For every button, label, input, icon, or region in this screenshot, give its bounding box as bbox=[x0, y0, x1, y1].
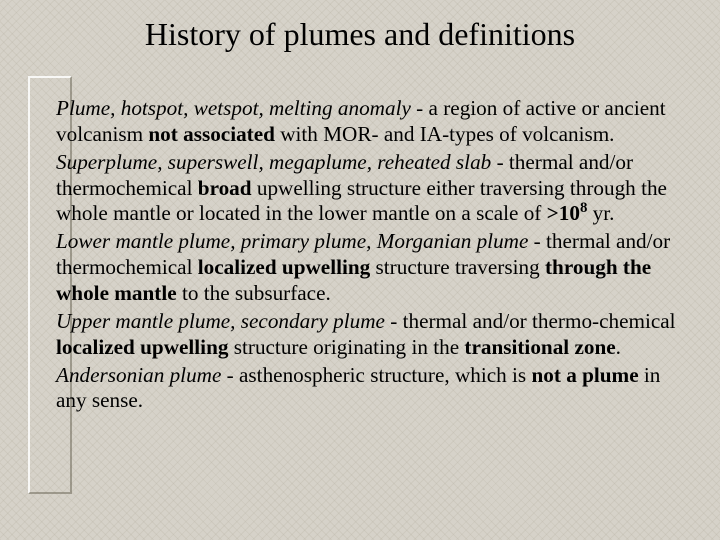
slide: History of plumes and definitions Plume,… bbox=[0, 0, 720, 540]
definition-text: localized upwelling bbox=[198, 255, 370, 279]
definition-text: thermal and/or thermo-chemical bbox=[403, 309, 676, 333]
slide-title: History of plumes and definitions bbox=[0, 16, 720, 53]
definition-term: Andersonian plume bbox=[56, 363, 221, 387]
definition-text: . bbox=[616, 335, 621, 359]
definition-text: to the subsurface. bbox=[177, 281, 331, 305]
definition-term: Upper mantle plume, secondary plume bbox=[56, 309, 385, 333]
definition-text: yr. bbox=[587, 201, 614, 225]
definition-term: Superplume, superswell, megaplume, rehea… bbox=[56, 150, 491, 174]
definition-text: not a plume bbox=[531, 363, 638, 387]
definition-item: Lower mantle plume, primary plume, Morga… bbox=[56, 229, 678, 307]
definition-text: structure traversing bbox=[370, 255, 545, 279]
definition-text: broad bbox=[198, 176, 252, 200]
definition-item: Upper mantle plume, secondary plume - th… bbox=[56, 309, 678, 361]
definition-term: Plume, hotspot, wetspot, melting anomaly bbox=[56, 96, 411, 120]
definition-term: Lower mantle plume, primary plume, Morga… bbox=[56, 229, 528, 253]
definition-text: not associated bbox=[148, 122, 275, 146]
definition-item: Andersonian plume - asthenospheric struc… bbox=[56, 363, 678, 415]
definition-text: transitional zone bbox=[464, 335, 615, 359]
definition-text: >10 bbox=[547, 201, 580, 225]
definition-item: Plume, hotspot, wetspot, melting anomaly… bbox=[56, 96, 678, 148]
definition-text: with MOR- and IA-types of volcanism. bbox=[275, 122, 615, 146]
definition-item: Superplume, superswell, megaplume, rehea… bbox=[56, 150, 678, 228]
slide-body: Plume, hotspot, wetspot, melting anomaly… bbox=[56, 96, 678, 416]
definition-text: localized upwelling bbox=[56, 335, 228, 359]
definition-text: structure originating in the bbox=[228, 335, 464, 359]
definition-text: asthenospheric structure, which is bbox=[239, 363, 531, 387]
